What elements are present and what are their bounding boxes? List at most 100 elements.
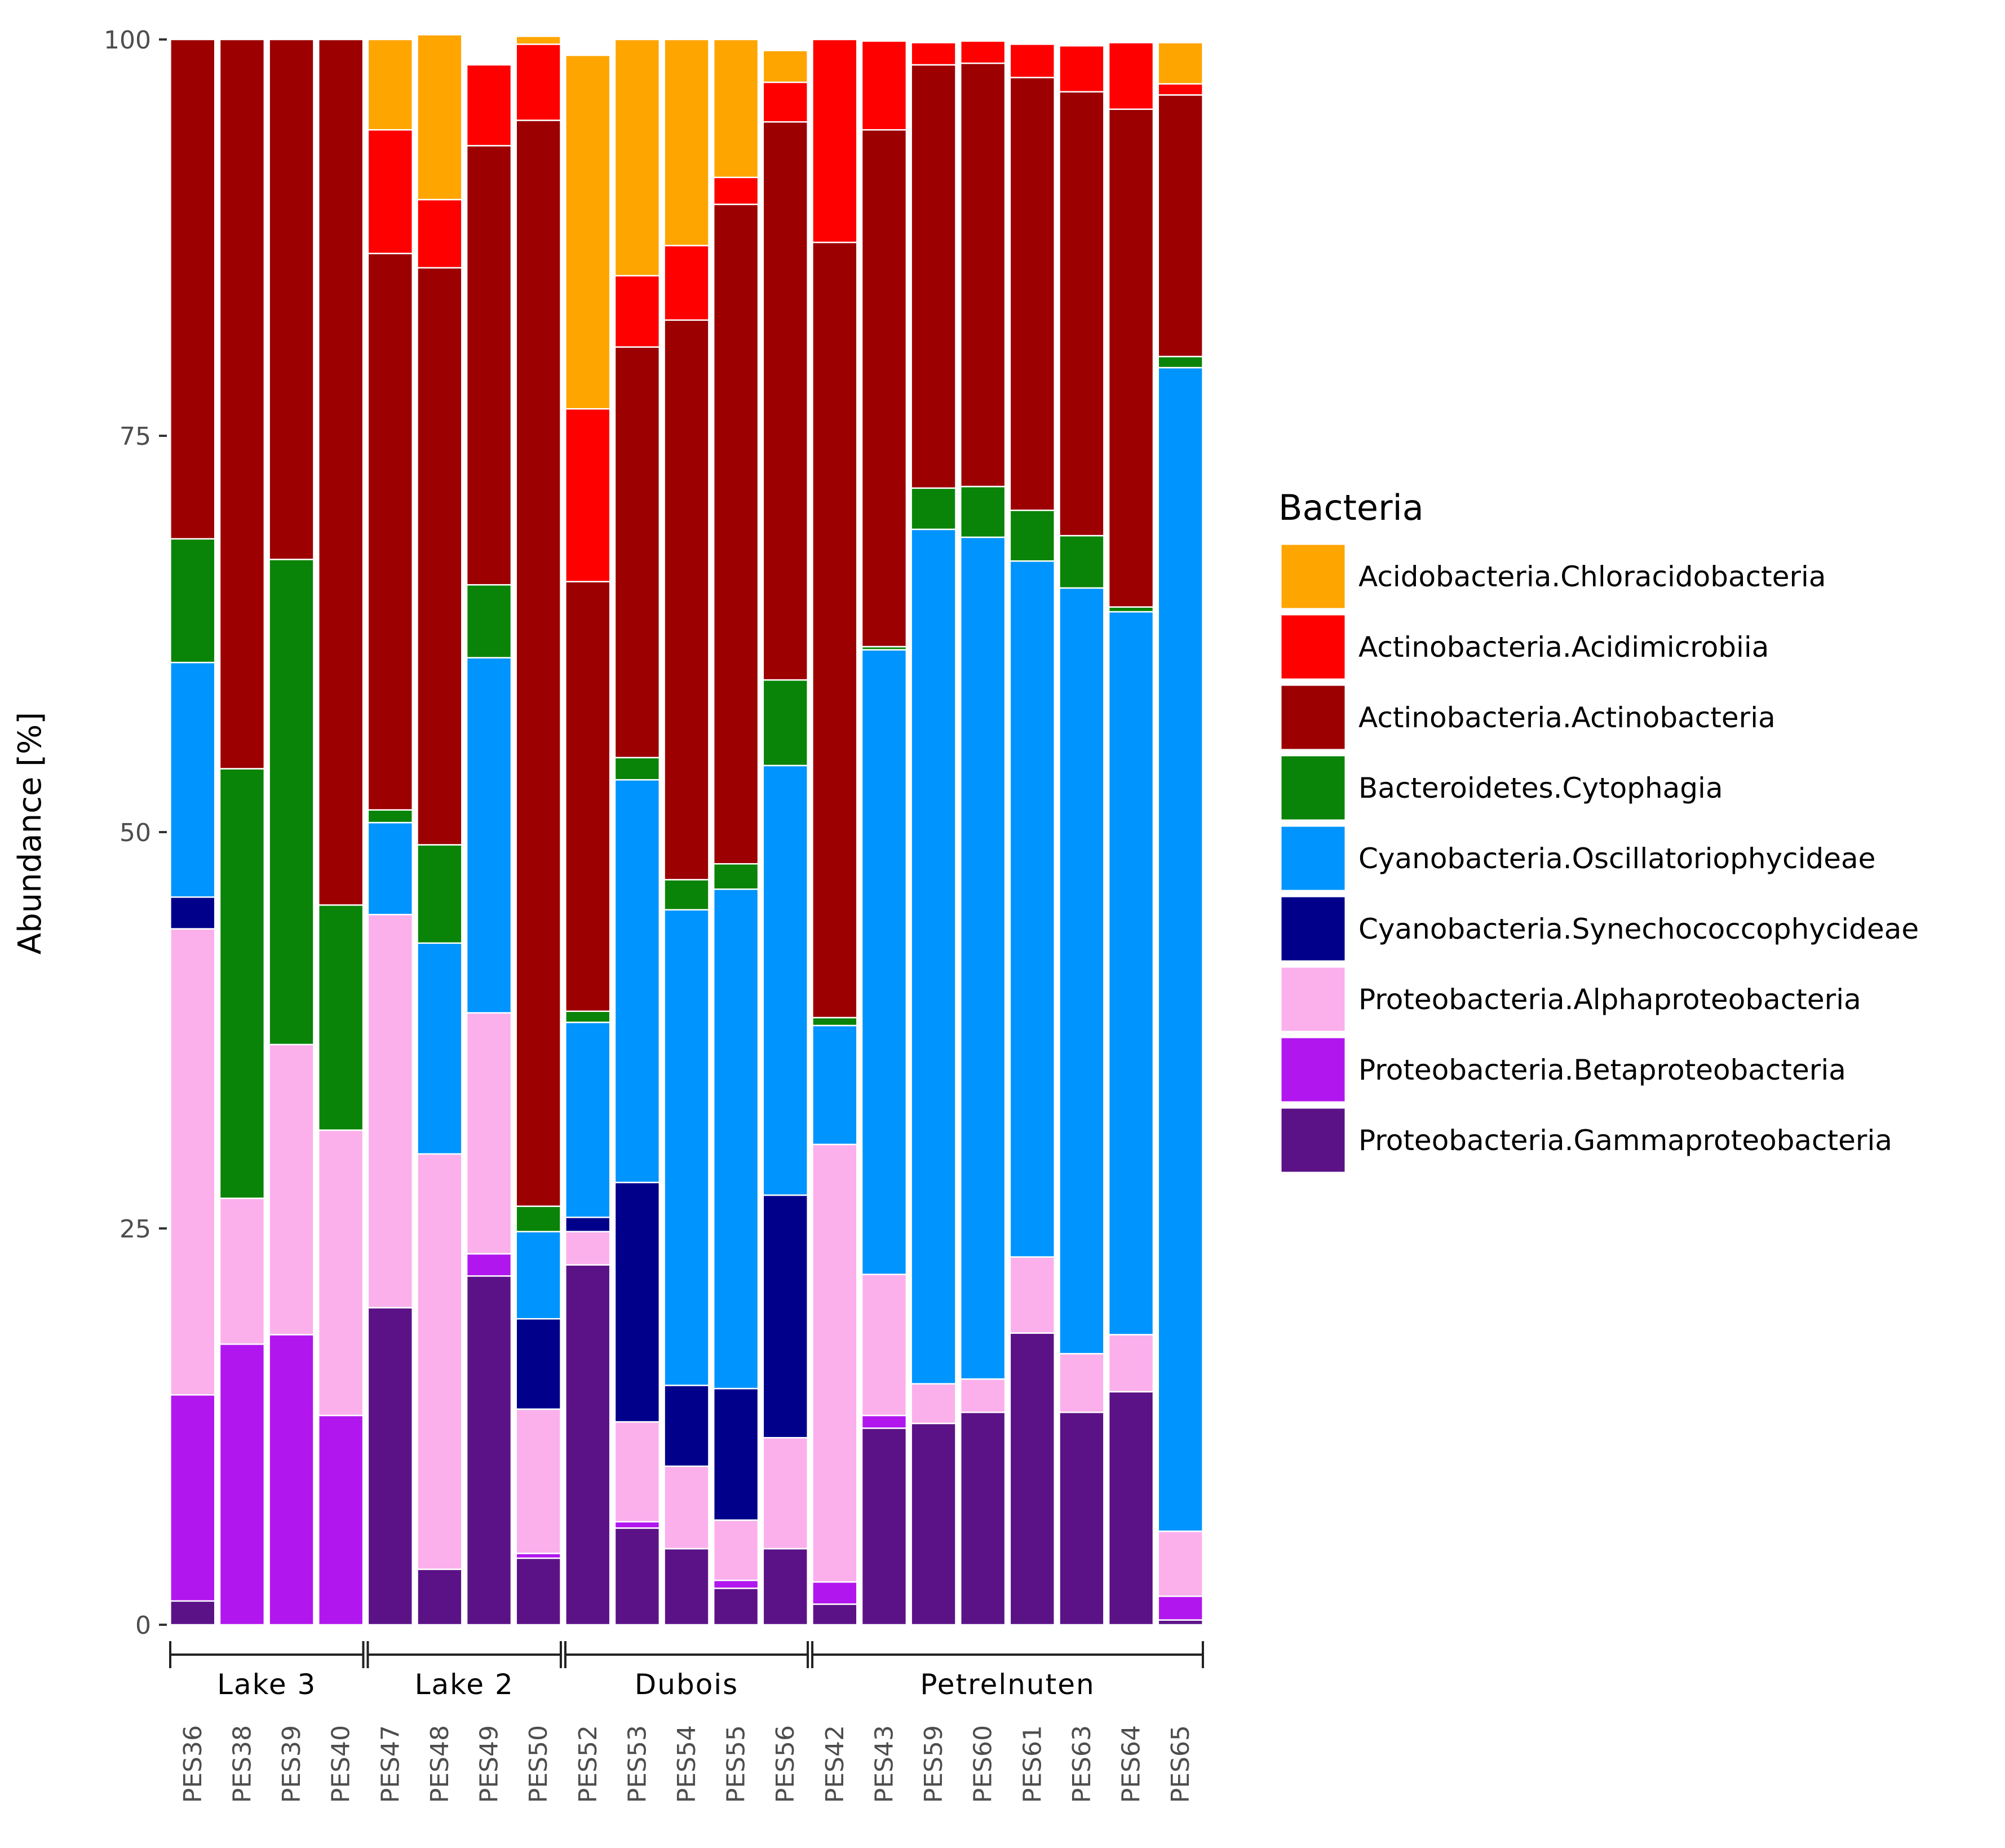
y-tick-label: 25 xyxy=(119,1215,151,1244)
x-tick-label: PES40 xyxy=(327,1725,356,1803)
x-tick-label: PES39 xyxy=(277,1725,306,1803)
bar-segment xyxy=(663,1385,710,1467)
y-tick-label: 50 xyxy=(119,819,151,847)
bar-segment xyxy=(268,38,315,560)
bar-segment xyxy=(565,54,611,410)
legend-swatch xyxy=(1280,825,1347,892)
bar-PES39 xyxy=(268,38,315,1626)
bar-PES61 xyxy=(1009,43,1056,1626)
bar-segment xyxy=(812,1581,858,1605)
legend-label: Cyanobacteria.Oscillatoriophycideae xyxy=(1358,842,1875,875)
bar-segment xyxy=(515,1553,561,1559)
bar-segment xyxy=(317,1414,364,1626)
bar-segment xyxy=(812,1016,858,1027)
bar-PES50 xyxy=(515,36,561,1626)
bar-segment xyxy=(317,1129,364,1417)
legend-swatch xyxy=(1280,895,1347,962)
bar-segment xyxy=(170,38,216,540)
bar-PES52 xyxy=(565,54,611,1626)
x-tick-label: PES64 xyxy=(1117,1725,1146,1803)
bar-segment xyxy=(565,1010,611,1023)
group-lake-3: Lake 3 xyxy=(169,1641,365,1701)
bar-segment xyxy=(317,38,364,906)
bar-PES48 xyxy=(417,34,463,1626)
bar-segment xyxy=(170,1600,216,1626)
bar-segment xyxy=(219,38,265,770)
bar-segment xyxy=(219,768,265,1199)
bar-segment xyxy=(1157,42,1203,85)
bar-segment xyxy=(960,40,1006,64)
bar-segment xyxy=(960,485,1006,538)
bar-segment xyxy=(762,50,808,83)
x-tick-label: PES53 xyxy=(623,1725,652,1803)
plot-area xyxy=(170,34,1203,1626)
bar-segment xyxy=(861,129,908,648)
bar-segment xyxy=(466,1012,512,1255)
legend-label: Actinobacteria.Acidimicrobiia xyxy=(1358,631,1769,664)
bar-PES54 xyxy=(663,38,710,1626)
bar-segment xyxy=(910,528,957,1385)
group-label: Lake 3 xyxy=(217,1668,316,1701)
bar-segment xyxy=(367,38,413,131)
legend-item: Actinobacteria.Actinobacteria xyxy=(1280,684,1776,751)
bar-segment xyxy=(614,346,661,759)
bar-segment xyxy=(812,38,858,244)
bar-segment xyxy=(663,1465,710,1550)
legend-item: Acidobacteria.Chloracidobacteria xyxy=(1280,543,1826,610)
x-tick-label: PES60 xyxy=(969,1725,998,1803)
bar-segment xyxy=(565,408,611,582)
bar-segment xyxy=(515,1205,561,1232)
bar-segment xyxy=(466,1253,512,1277)
bar-PES59 xyxy=(910,42,957,1626)
bar-PES55 xyxy=(712,38,759,1626)
bar-segment xyxy=(712,204,759,865)
bar-segment xyxy=(1059,587,1105,1355)
bar-PES36 xyxy=(170,38,216,1626)
bar-segment xyxy=(1108,1391,1154,1626)
bar-segment xyxy=(317,904,364,1131)
bar-segment xyxy=(170,661,216,898)
bar-segment xyxy=(614,1527,661,1626)
bar-segment xyxy=(367,253,413,811)
bar-segment xyxy=(170,538,216,664)
bar-segment xyxy=(1157,1530,1203,1597)
bar-PES65 xyxy=(1157,42,1203,1626)
y-tick-label: 75 xyxy=(119,422,151,451)
x-tick-label: PES50 xyxy=(524,1725,553,1803)
bar-segment xyxy=(712,1588,759,1626)
legend-swatch xyxy=(1280,684,1347,751)
bar-segment xyxy=(1009,1256,1056,1334)
legend: Bacteria Acidobacteria.Chloracidobacteri… xyxy=(1278,487,1919,1174)
legend-item: Proteobacteria.Alphaproteobacteria xyxy=(1280,966,1861,1033)
bar-segment xyxy=(712,863,759,890)
bar-segment xyxy=(960,1411,1006,1626)
bar-segment xyxy=(417,34,463,201)
y-tick-label: 0 xyxy=(135,1611,151,1640)
bar-PES47 xyxy=(367,38,413,1626)
legend-title: Bacteria xyxy=(1278,487,1424,528)
bar-segment xyxy=(614,757,661,781)
x-tick-label: PES38 xyxy=(228,1725,256,1803)
x-tick-label: PES56 xyxy=(771,1725,800,1803)
bar-segment xyxy=(1059,45,1105,93)
bar-segment xyxy=(170,896,216,930)
bar-segment xyxy=(367,1307,413,1626)
x-tick-label: PES63 xyxy=(1068,1725,1096,1803)
bar-segment xyxy=(663,879,710,911)
bar-segment xyxy=(812,1024,858,1146)
x-tick-label: PES42 xyxy=(821,1725,849,1803)
legend-item: Cyanobacteria.Oscillatoriophycideae xyxy=(1280,825,1875,892)
x-tick-label: PES59 xyxy=(919,1725,948,1803)
group-label: Petrelnuten xyxy=(920,1668,1095,1701)
bar-PES43 xyxy=(861,40,908,1626)
legend-label: Actinobacteria.Actinobacteria xyxy=(1358,701,1776,734)
bar-segment xyxy=(515,1408,561,1554)
bar-segment xyxy=(861,1274,908,1417)
bar-segment xyxy=(663,38,710,246)
bar-segment xyxy=(170,1394,216,1602)
bar-segment xyxy=(515,36,561,45)
bar-segment xyxy=(565,1264,611,1626)
legend-item: Proteobacteria.Betaproteobacteria xyxy=(1280,1036,1846,1103)
bar-segment xyxy=(614,1182,661,1423)
